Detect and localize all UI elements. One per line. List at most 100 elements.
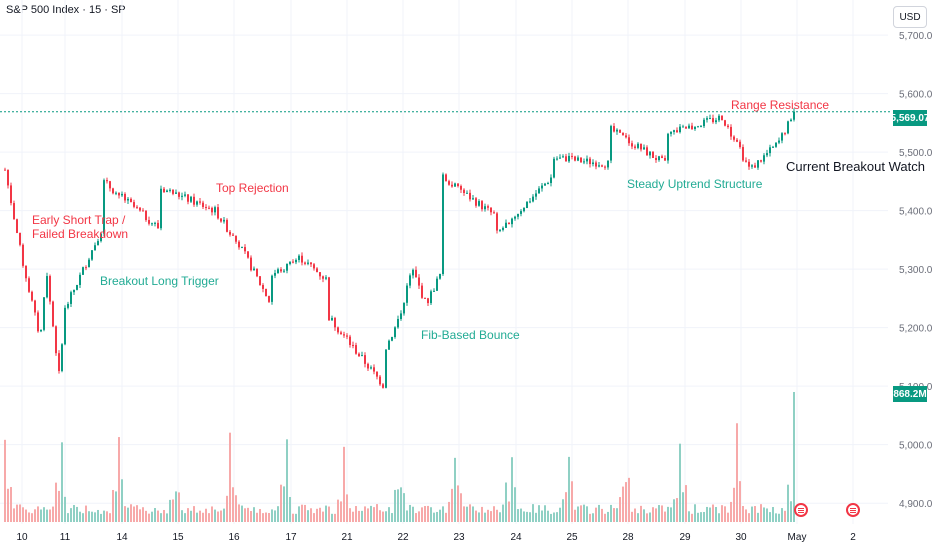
volume-bar	[370, 505, 372, 522]
volume-bar	[124, 506, 126, 522]
volume-bar	[601, 508, 603, 522]
candle-body	[706, 118, 708, 120]
volume-bar	[76, 506, 78, 522]
candle-body	[31, 291, 33, 301]
volume-bar	[85, 505, 87, 522]
volume-bar	[562, 499, 564, 522]
candle-body	[331, 317, 333, 321]
candle-body	[565, 156, 567, 162]
volume-bar	[205, 508, 207, 522]
candle-body	[532, 196, 534, 202]
candle-body	[256, 268, 258, 277]
candle-body	[451, 184, 453, 187]
volume-bar	[184, 513, 186, 522]
candle-body	[445, 174, 447, 182]
volume-bar	[187, 508, 189, 522]
volume-bar	[79, 511, 81, 522]
volume-bar	[484, 512, 486, 522]
candle-body	[388, 340, 390, 350]
volume-bar	[385, 511, 387, 522]
volume-bar	[82, 513, 84, 522]
event-flag-icon[interactable]	[794, 503, 808, 517]
volume-bar	[544, 505, 546, 522]
candle-body	[259, 276, 261, 285]
volume-bar	[211, 506, 213, 522]
candle-body	[346, 335, 348, 337]
candle-body	[616, 129, 618, 132]
volume-bar	[676, 498, 678, 522]
volume-bar	[232, 487, 234, 522]
candle-body	[544, 183, 546, 186]
volume-bar	[568, 456, 570, 522]
volume-bar	[376, 504, 378, 522]
volume-bar	[625, 482, 627, 522]
candle-body	[319, 272, 321, 277]
volume-bar	[700, 512, 702, 522]
volume-bar	[163, 509, 165, 522]
candle-body	[49, 276, 51, 302]
price-tick-label: 5,600.00	[899, 90, 932, 101]
volume-bar	[337, 499, 339, 522]
volume-bar	[61, 442, 63, 522]
candle-body	[634, 146, 636, 148]
price-tick-label: 5,300.00	[899, 265, 932, 276]
candle-body	[205, 206, 207, 208]
candle-body	[511, 218, 513, 225]
volume-bar	[547, 510, 549, 522]
volume-bar	[265, 512, 267, 522]
candle-body	[376, 371, 378, 377]
currency-button[interactable]: USD	[893, 6, 927, 28]
volume-bar	[151, 511, 153, 522]
candle-body	[316, 268, 318, 273]
volume-bar	[607, 511, 609, 522]
candle-body	[487, 206, 489, 208]
volume-bar	[571, 481, 573, 522]
volume-bar	[397, 489, 399, 522]
volume-bar	[178, 492, 180, 522]
volume-bar	[526, 511, 528, 522]
candle-body	[172, 189, 174, 194]
candle-body	[652, 151, 654, 158]
volume-bar	[100, 513, 102, 522]
volume-bar	[727, 512, 729, 522]
candle-body	[64, 307, 66, 345]
candle-body	[292, 261, 294, 263]
volume-bar	[358, 510, 360, 522]
volume-bar	[289, 496, 291, 522]
candle-body	[439, 274, 441, 279]
volume-bar	[394, 489, 396, 522]
candlesticks	[4, 108, 795, 389]
time-tick-label: 14	[116, 532, 128, 543]
candle-body	[772, 146, 774, 148]
volume-bar	[472, 506, 474, 522]
volume-bar	[175, 491, 177, 522]
event-flag-icon[interactable]	[846, 503, 860, 517]
volume-bar	[142, 507, 144, 522]
volume-bar	[172, 499, 174, 522]
candle-body	[286, 264, 288, 271]
candle-body	[220, 218, 222, 222]
volume-bar	[475, 510, 477, 522]
volume-bar	[340, 501, 342, 522]
volume-bar	[118, 437, 120, 522]
price-tick-label: 5,000.00	[899, 441, 932, 452]
candle-body	[403, 302, 405, 314]
volume-bar	[739, 481, 741, 522]
candle-body	[352, 344, 354, 346]
candle-body	[202, 202, 204, 207]
volume-bar	[139, 509, 141, 522]
candle-body	[70, 292, 72, 304]
volume-bar	[40, 509, 42, 522]
volume-bar	[217, 511, 219, 522]
volume-bar	[583, 504, 585, 522]
candle-body	[4, 169, 6, 171]
candle-body	[325, 277, 327, 279]
candle-body	[709, 118, 711, 120]
volume-bar	[415, 513, 417, 522]
volume-bar	[703, 511, 705, 522]
volume-bar	[742, 506, 744, 522]
volume-bar	[793, 392, 795, 522]
volume-bar	[640, 505, 642, 522]
volume-bar	[634, 508, 636, 522]
